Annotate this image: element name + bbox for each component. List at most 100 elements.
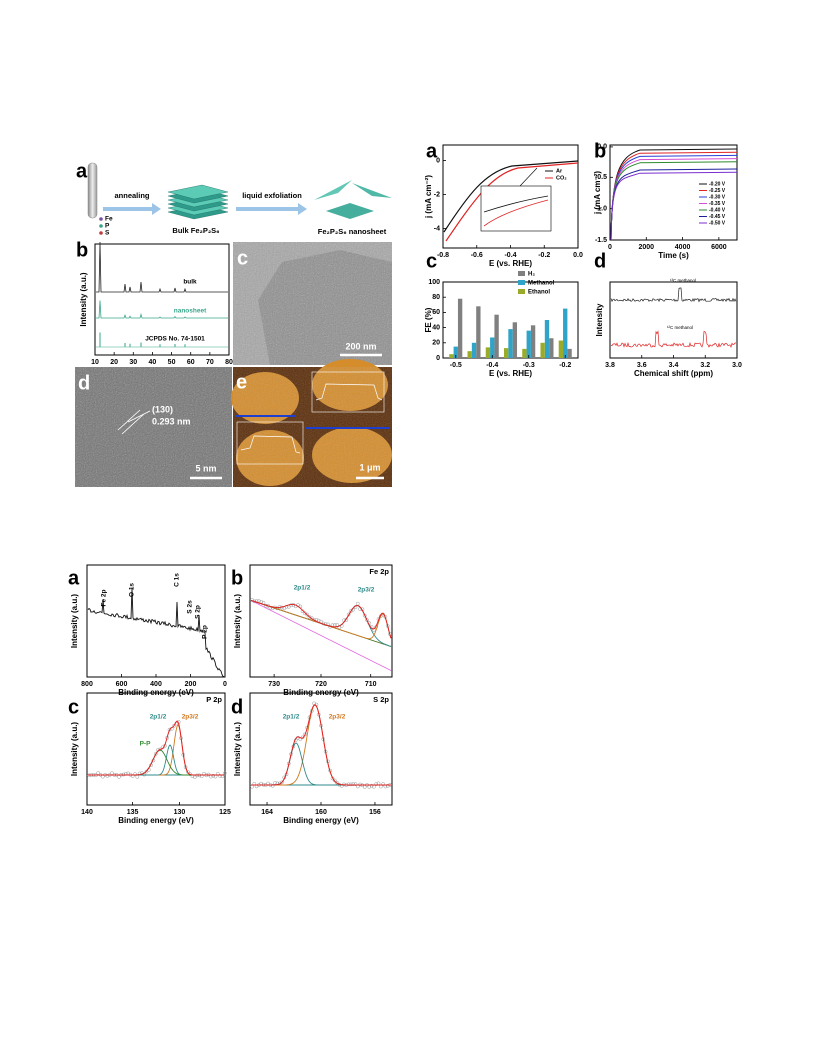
curve xyxy=(88,724,224,776)
y-axis-label: Intensity xyxy=(595,303,604,336)
data-point xyxy=(153,752,158,756)
arrow xyxy=(103,203,161,215)
data-point xyxy=(300,735,305,740)
label: nanosheet xyxy=(174,308,207,315)
x-tick-label: 20 xyxy=(110,359,118,366)
x-tick-label: -0.6 xyxy=(471,252,483,259)
data-point xyxy=(273,781,277,785)
y-axis-label: Intensity (a.u.) xyxy=(70,722,79,777)
label: 0.293 nm xyxy=(152,416,191,426)
panel-letter: b xyxy=(594,140,606,162)
bar xyxy=(476,306,481,358)
y-tick-label: 60 xyxy=(432,309,440,316)
panel-letter: b xyxy=(76,239,88,261)
noise xyxy=(75,367,232,487)
curve xyxy=(250,600,392,671)
label: C 1s xyxy=(174,573,181,587)
bar xyxy=(485,347,491,358)
inset xyxy=(311,371,385,413)
bar xyxy=(522,348,527,358)
y-axis-label: Intensity (a.u.) xyxy=(79,272,88,327)
label: 5 nm xyxy=(195,463,216,473)
label: 200 nm xyxy=(345,341,376,351)
y-tick-label: 0 xyxy=(436,355,440,362)
x-tick-label: -0.4 xyxy=(486,362,498,369)
y-tick-label: -4 xyxy=(434,225,440,232)
x-tick-label: 135 xyxy=(127,809,139,816)
x-tick-label: 50 xyxy=(168,359,176,366)
x-tick-label: 3.8 xyxy=(605,362,615,369)
bar xyxy=(490,337,495,358)
x-tick-label: 3.4 xyxy=(669,362,679,369)
curve xyxy=(88,720,224,776)
x-tick-label: 3.0 xyxy=(732,362,742,369)
panel-title: P 2p xyxy=(206,695,222,704)
legend-label: H₂ xyxy=(528,272,535,278)
x-tick-label: 70 xyxy=(206,359,214,366)
plot-frame xyxy=(86,692,226,806)
x-tick-label: 400 xyxy=(150,681,162,688)
data-point xyxy=(172,723,176,728)
y-axis-label: Intensity (a.u.) xyxy=(233,594,242,649)
data-point xyxy=(270,783,275,788)
panel-letter: c xyxy=(68,696,79,718)
curve xyxy=(610,330,736,349)
data-point xyxy=(110,771,114,776)
y-axis-label: Intensity (a.u.) xyxy=(70,594,79,649)
data-point xyxy=(351,782,356,787)
x-axis-label: Time (s) xyxy=(658,251,689,260)
x-axis-label: E (vs. RHE) xyxy=(489,259,532,268)
label: 2p1/2 xyxy=(150,714,167,721)
data-point xyxy=(335,781,339,785)
slab xyxy=(167,184,229,200)
label: CO₂ xyxy=(556,175,567,181)
y-axis-label: FE (%) xyxy=(424,307,433,332)
curve xyxy=(96,300,228,319)
data-point xyxy=(135,774,140,779)
data-point xyxy=(289,603,293,608)
data-point xyxy=(346,782,351,787)
x-tick-label: 10 xyxy=(91,359,99,366)
label: annealing xyxy=(114,191,149,200)
data-point xyxy=(358,782,362,787)
data-point xyxy=(332,778,337,783)
bar xyxy=(567,348,572,358)
label: (130) xyxy=(152,404,173,414)
x-tick-label: 3.6 xyxy=(637,362,647,369)
x-tick-label: 156 xyxy=(369,809,381,816)
x-tick-label: 720 xyxy=(315,681,327,688)
x-tick-label: 2000 xyxy=(638,244,654,251)
data-point xyxy=(374,782,379,786)
data-point xyxy=(105,774,110,778)
bar xyxy=(453,346,458,358)
y-tick-label: 80 xyxy=(432,294,440,301)
data-point xyxy=(211,773,216,778)
curve xyxy=(610,171,738,241)
x-tick-label: -0.4 xyxy=(504,252,516,259)
data-point xyxy=(312,618,316,622)
bar xyxy=(471,342,477,358)
y-tick-label: 0 xyxy=(436,157,440,164)
legend-label: Ethanol xyxy=(528,290,550,296)
y-tick-label: 20 xyxy=(432,340,440,347)
legend-dot xyxy=(99,217,103,221)
label: S xyxy=(105,230,110,237)
panel-letter: d xyxy=(78,372,90,394)
curve xyxy=(250,599,392,639)
pointer xyxy=(127,410,151,423)
label: O 1s xyxy=(129,583,136,597)
label: -0.40 V xyxy=(709,207,726,213)
curve xyxy=(315,383,383,401)
data-point xyxy=(144,769,149,774)
bar xyxy=(467,351,472,358)
bar xyxy=(457,298,463,358)
data-point xyxy=(300,609,305,614)
panel-letter: c xyxy=(237,247,248,269)
legend-swatch xyxy=(518,289,525,294)
x-tick-label: 60 xyxy=(187,359,195,366)
data-point xyxy=(158,747,163,752)
label: bulk xyxy=(183,279,197,286)
legend-swatch xyxy=(518,271,525,276)
label: liquid exfoliation xyxy=(242,191,302,200)
